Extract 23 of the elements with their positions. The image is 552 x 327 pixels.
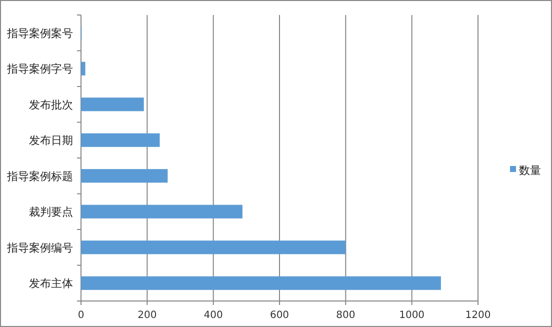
bar — [81, 62, 86, 76]
bar — [81, 240, 346, 254]
y-tick-label: 发布主体 — [29, 277, 73, 290]
x-tick-label: 200 — [138, 310, 157, 321]
x-tick-label: 0 — [78, 310, 84, 321]
y-tick-label: 发布批次 — [29, 98, 73, 112]
bar — [81, 133, 160, 147]
y-tick-label: 裁判要点 — [29, 206, 73, 219]
bar — [81, 204, 242, 218]
x-tick-label: 600 — [270, 310, 290, 321]
bar — [81, 276, 441, 290]
x-tick-label: 1200 — [465, 310, 491, 321]
x-tick-label: 400 — [204, 310, 223, 321]
y-tick-label: 指导案例编号 — [6, 241, 73, 254]
bar — [81, 169, 168, 183]
y-tick-label: 指导案例标题 — [6, 170, 73, 183]
y-tick-label: 指导案例案号 — [6, 26, 73, 40]
bar — [81, 98, 144, 112]
legend-label: 数量 — [519, 164, 541, 177]
x-tick-label: 800 — [336, 310, 356, 321]
x-tick-label: 1000 — [399, 310, 425, 321]
y-tick-label: 发布日期 — [29, 134, 73, 148]
y-tick-label: 指导案例字号 — [6, 62, 73, 76]
